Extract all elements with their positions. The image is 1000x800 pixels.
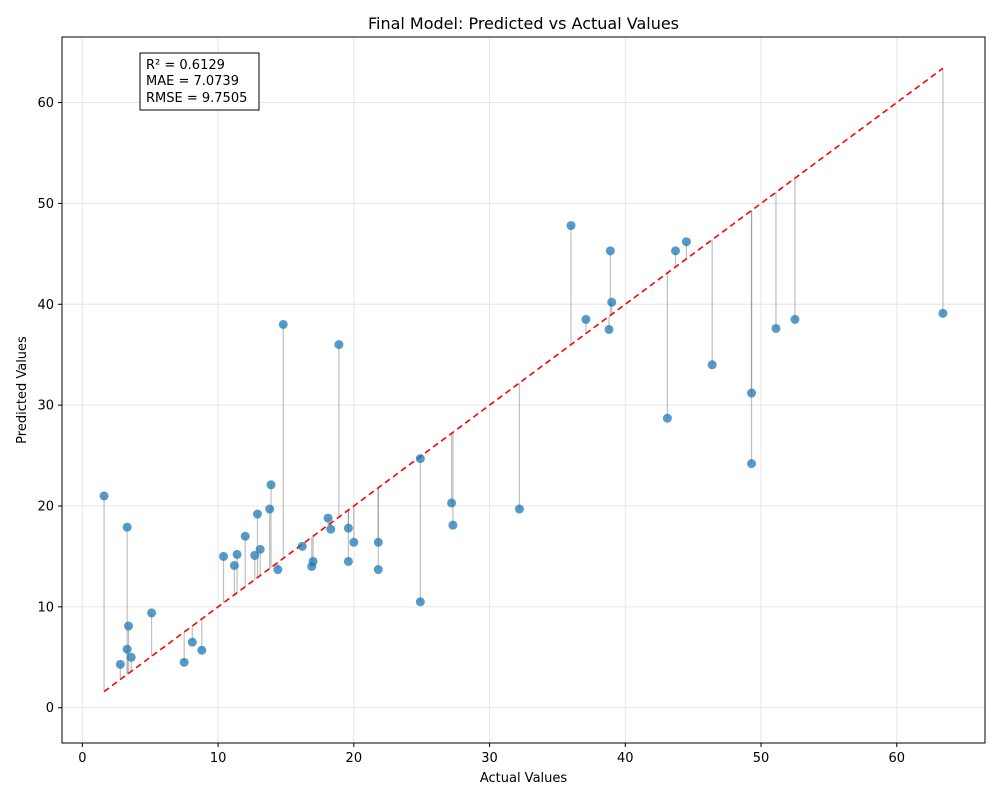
data-point	[265, 504, 275, 514]
data-point	[447, 498, 457, 508]
x-tick-label: 30	[481, 751, 498, 766]
x-tick-label: 60	[888, 751, 905, 766]
data-point	[115, 659, 125, 669]
data-point	[124, 621, 134, 631]
data-point	[581, 314, 591, 324]
x-tick-label: 50	[753, 751, 770, 766]
x-tick-label: 40	[617, 751, 634, 766]
y-tick-label: 50	[37, 197, 54, 212]
stats-box: R² = 0.6129 MAE = 7.0739 RMSE = 9.7505	[139, 52, 260, 111]
stats-box-frame	[139, 52, 260, 111]
y-tick-label: 60	[37, 96, 54, 111]
data-point	[771, 323, 781, 333]
data-point	[566, 221, 576, 231]
data-point	[415, 454, 425, 464]
data-point	[126, 652, 136, 662]
axis-ticks: 0 10 20 30 40 50 60 0 10 20 30 40 50 60	[37, 96, 905, 766]
reference-line-group	[103, 67, 944, 693]
data-point	[747, 459, 757, 469]
data-point	[747, 388, 757, 398]
y-tick-label: 30	[37, 399, 54, 414]
data-points	[99, 221, 948, 669]
data-point	[334, 340, 344, 350]
data-point	[297, 541, 307, 551]
data-point	[99, 491, 109, 501]
data-point	[122, 644, 132, 654]
data-point	[448, 520, 458, 530]
reference-line	[103, 67, 944, 693]
data-point	[278, 319, 288, 329]
data-point	[415, 597, 425, 607]
data-point	[604, 324, 614, 334]
data-point	[232, 549, 242, 559]
y-tick-label: 10	[37, 600, 54, 615]
data-point	[273, 565, 283, 575]
plot-frame	[61, 36, 986, 744]
x-tick-label: 10	[210, 751, 227, 766]
data-point	[373, 537, 383, 547]
data-point	[197, 645, 207, 655]
data-point	[147, 608, 157, 618]
y-axis-label: Predicted Values	[15, 336, 30, 444]
data-point	[605, 246, 615, 256]
data-point	[373, 565, 383, 575]
data-point	[219, 551, 229, 561]
y-tick-label: 20	[37, 499, 54, 514]
x-tick-label: 0	[78, 751, 86, 766]
x-tick-label: 20	[346, 751, 363, 766]
chart-title: Final Model: Predicted vs Actual Values	[368, 14, 679, 33]
data-point	[671, 246, 681, 256]
data-point	[229, 560, 239, 570]
data-point	[122, 522, 132, 532]
stats-mae: MAE = 7.0739	[146, 74, 239, 89]
data-point	[707, 360, 717, 370]
data-point	[308, 556, 318, 566]
data-point	[326, 524, 336, 534]
data-point	[255, 544, 265, 554]
data-point	[514, 504, 524, 514]
data-point	[323, 513, 333, 523]
x-axis-label: Actual Values	[480, 771, 568, 786]
y-tick-label: 0	[46, 701, 54, 716]
data-point	[790, 314, 800, 324]
grid	[62, 37, 985, 743]
data-point	[252, 509, 262, 519]
data-point	[343, 523, 353, 533]
data-point	[240, 531, 250, 541]
stats-rmse: RMSE = 9.7505	[146, 91, 247, 106]
y-tick-label: 40	[37, 298, 54, 313]
data-point	[343, 556, 353, 566]
data-point	[266, 480, 276, 490]
data-point	[349, 537, 359, 547]
data-point	[250, 550, 260, 560]
data-point	[179, 657, 189, 667]
data-point	[607, 297, 617, 307]
data-point	[681, 237, 691, 247]
data-point	[938, 308, 948, 318]
data-point	[187, 637, 197, 647]
stats-r2: R² = 0.6129	[146, 58, 225, 73]
data-point	[662, 413, 672, 423]
